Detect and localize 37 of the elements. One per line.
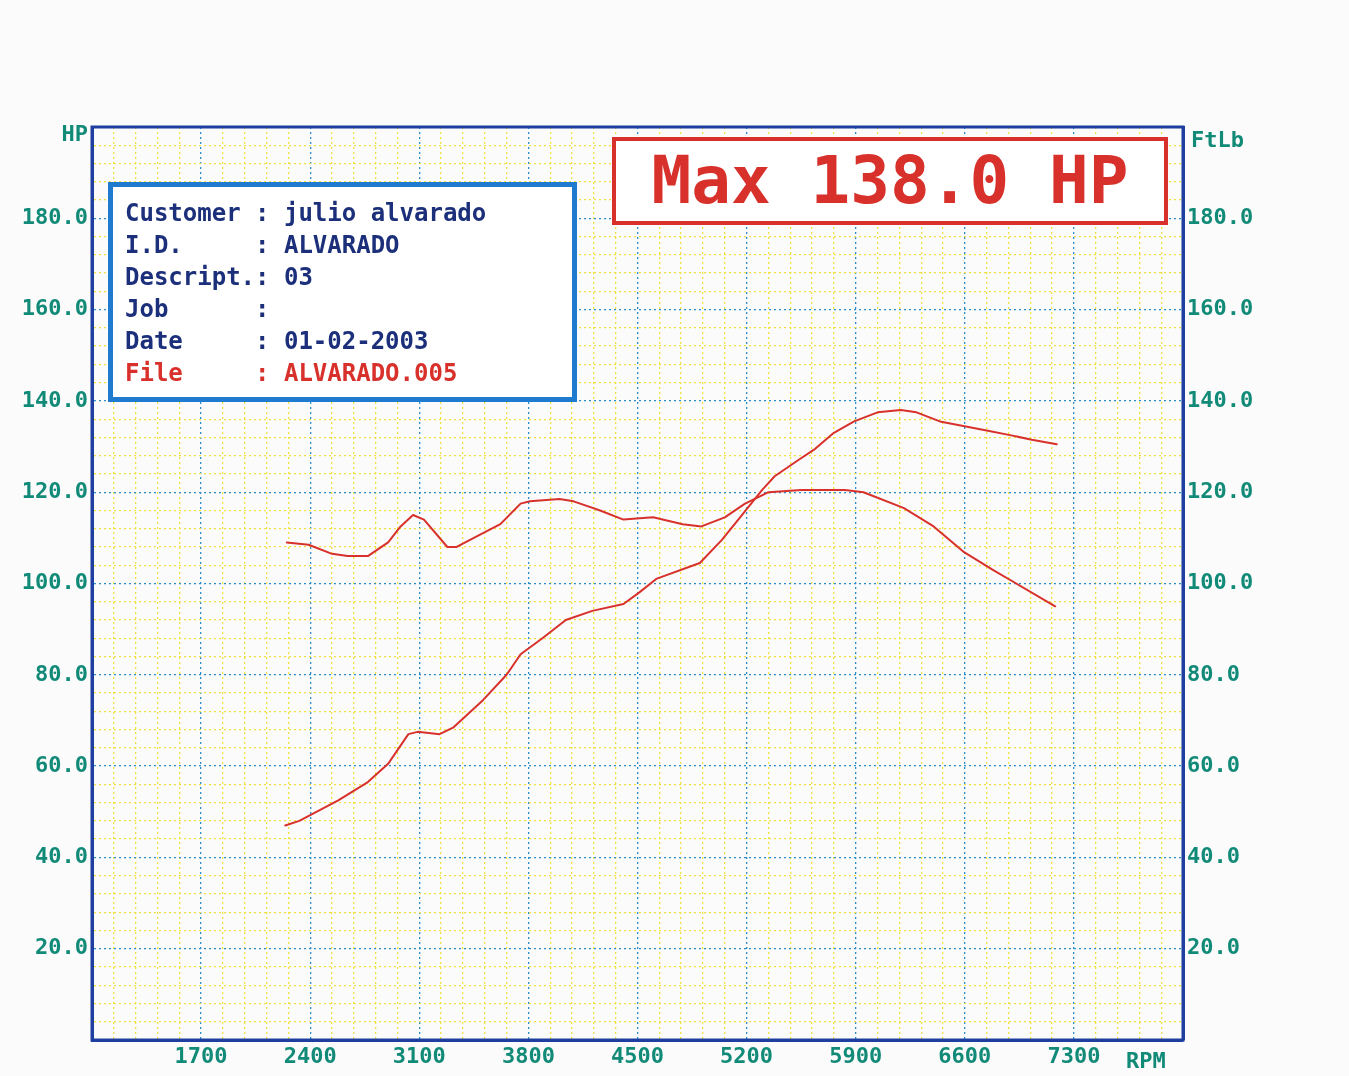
y-tick-label: 160.0 — [21, 295, 88, 321]
annotation: I.D. : ALVARADO — [125, 230, 401, 261]
x-tick-label: 4500 — [611, 1042, 664, 1068]
x-tick-label: 7300 — [1047, 1042, 1101, 1068]
x-tick-label: 2400 — [283, 1042, 337, 1068]
y-axis-title: HP — [61, 120, 88, 146]
annotation: Customer : julio alvarado — [125, 198, 488, 229]
x-tick-label: 5200 — [720, 1042, 774, 1068]
y-tick-label: 40.0 — [35, 843, 88, 869]
y2-tick-label: 40.0 — [1187, 843, 1240, 869]
annotation: Job : — [125, 294, 271, 325]
annotation: Descript.: 03 — [125, 262, 314, 293]
x-axis-title: RPM — [1125, 1047, 1166, 1073]
y2-tick-label: 120.0 — [1187, 477, 1254, 503]
y2-axis-title: FtLb — [1191, 126, 1244, 152]
x-tick-label: 5900 — [829, 1042, 883, 1068]
annotation: File : ALVARADO.005 — [125, 358, 459, 389]
max-power-box: Max 138.0 HP — [612, 137, 1168, 225]
y2-tick-label: 160.0 — [1187, 295, 1254, 321]
annotation: Date : 01-02-2003 — [125, 326, 430, 357]
y2-tick-label: 180.0 — [1187, 204, 1254, 230]
y-tick-label: 20.0 — [35, 934, 88, 960]
y-tick-label: 80.0 — [35, 660, 88, 686]
x-tick-label: 3800 — [501, 1042, 555, 1068]
y2-tick-label: 100.0 — [1187, 569, 1254, 595]
y2-tick-label: 140.0 — [1187, 386, 1254, 412]
x-tick-label: 6600 — [938, 1042, 992, 1068]
x-tick-label: 1700 — [174, 1042, 228, 1068]
y-tick-label: 140.0 — [21, 386, 88, 412]
y2-tick-label: 80.0 — [1187, 660, 1240, 686]
y-tick-label: 120.0 — [21, 477, 88, 503]
y-tick-label: 100.0 — [21, 569, 88, 595]
y2-tick-label: 20.0 — [1187, 934, 1240, 960]
y-tick-label: 60.0 — [35, 751, 88, 777]
y2-tick-label: 60.0 — [1187, 751, 1240, 777]
y-tick-label: 180.0 — [21, 204, 88, 230]
x-tick-label: 3100 — [392, 1042, 446, 1068]
